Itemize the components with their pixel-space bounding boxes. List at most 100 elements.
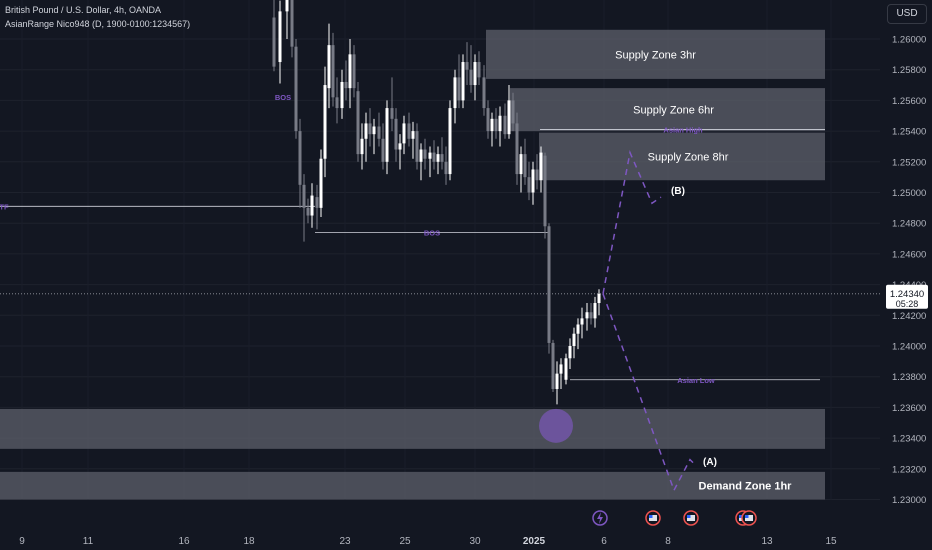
candle-body[interactable]: [585, 312, 589, 319]
candle-body[interactable]: [436, 154, 440, 162]
candle-body[interactable]: [494, 118, 498, 132]
candle-body[interactable]: [323, 85, 327, 159]
candle-body[interactable]: [331, 45, 335, 98]
candle-body[interactable]: [372, 126, 376, 135]
candle-body[interactable]: [543, 155, 547, 227]
zone-4[interactable]: [0, 408, 825, 449]
candle-body[interactable]: [327, 45, 331, 89]
candle-body[interactable]: [310, 195, 314, 216]
candle-body[interactable]: [477, 62, 481, 78]
candle-body[interactable]: [360, 138, 364, 155]
candle-body[interactable]: [294, 46, 298, 132]
candle-body[interactable]: [448, 108, 452, 175]
candle-body[interactable]: [302, 184, 306, 208]
candle-body[interactable]: [364, 123, 368, 139]
candle-body[interactable]: [278, 11, 282, 63]
candle-body[interactable]: [423, 149, 427, 159]
candle-body[interactable]: [428, 152, 432, 159]
candle-body[interactable]: [572, 333, 576, 346]
currency-button[interactable]: USD: [887, 4, 927, 24]
x-tick-label: 9: [19, 536, 25, 547]
candle-body[interactable]: [440, 154, 444, 162]
candle-countdown: 05:28: [896, 299, 919, 309]
candle-body[interactable]: [523, 154, 527, 178]
candle-body[interactable]: [507, 100, 511, 135]
candle-body[interactable]: [465, 62, 469, 70]
point-b-label: (B): [671, 186, 685, 197]
candle-body[interactable]: [340, 81, 344, 109]
y-tick-label: 1.25000: [892, 188, 926, 199]
candle-body[interactable]: [503, 115, 507, 135]
candle-body[interactable]: [290, 0, 294, 47]
candle-body[interactable]: [285, 0, 289, 12]
candle-body[interactable]: [348, 54, 352, 89]
candle-body[interactable]: [515, 123, 519, 175]
candle-body[interactable]: [398, 143, 402, 150]
candle-body[interactable]: [415, 131, 419, 162]
x-tick-label: 18: [243, 536, 255, 547]
candle-body[interactable]: [482, 77, 486, 109]
candle-body[interactable]: [486, 108, 490, 132]
x-tick-label: 2025: [523, 536, 546, 547]
highlight-circle[interactable]: [539, 408, 573, 443]
candle-body[interactable]: [547, 226, 551, 343]
candle-body[interactable]: [539, 152, 543, 181]
candle-body[interactable]: [457, 77, 461, 101]
zone-5[interactable]: [0, 471, 825, 500]
y-tick-label: 1.23200: [892, 464, 926, 475]
candle-body[interactable]: [390, 108, 394, 119]
candle-body[interactable]: [589, 312, 593, 319]
candle-body[interactable]: [498, 115, 502, 132]
candle-body[interactable]: [444, 161, 448, 175]
candle-body[interactable]: [531, 169, 535, 193]
candle-body[interactable]: [394, 118, 398, 150]
candle-body[interactable]: [593, 303, 597, 319]
candle-body[interactable]: [407, 123, 411, 139]
candle-body[interactable]: [432, 152, 436, 162]
candle-body[interactable]: [453, 77, 457, 109]
candle-body[interactable]: [568, 346, 572, 359]
y-tick-label: 1.24600: [892, 249, 926, 260]
candle-body[interactable]: [597, 293, 601, 304]
indicator-legend[interactable]: AsianRange Nico948 (D, 1900-0100:1234567…: [5, 19, 191, 29]
candle-body[interactable]: [315, 197, 319, 208]
candle-body[interactable]: [352, 54, 356, 89]
projection-path[interactable]: [602, 293, 694, 493]
candle-body[interactable]: [555, 373, 559, 389]
candle-body[interactable]: [319, 158, 323, 208]
y-tick-label: 1.25200: [892, 157, 926, 168]
candle-body[interactable]: [580, 318, 584, 325]
candle-body[interactable]: [473, 62, 477, 86]
candle-body[interactable]: [559, 364, 563, 374]
candle-body[interactable]: [368, 123, 372, 135]
candle-body[interactable]: [377, 126, 381, 139]
candle-body[interactable]: [519, 154, 523, 175]
candle-body[interactable]: [461, 62, 465, 101]
candle-body[interactable]: [490, 118, 494, 132]
candle-body[interactable]: [335, 97, 339, 109]
candle-body[interactable]: [344, 81, 348, 89]
zone-3[interactable]: [539, 132, 825, 181]
zone-1[interactable]: [486, 29, 825, 79]
candle-body[interactable]: [272, 17, 276, 67]
candle-body[interactable]: [402, 123, 406, 144]
projection-path[interactable]: [602, 150, 662, 294]
candle-body[interactable]: [419, 149, 423, 162]
candle-body[interactable]: [385, 108, 389, 162]
candle-body[interactable]: [306, 207, 310, 216]
zone-2[interactable]: [510, 88, 825, 132]
candle-body[interactable]: [411, 131, 415, 139]
candle-body[interactable]: [527, 177, 531, 193]
candle-body[interactable]: [381, 138, 385, 162]
candle-body[interactable]: [551, 342, 555, 389]
candle-body[interactable]: [564, 358, 568, 380]
candle-body[interactable]: [511, 100, 515, 124]
candle-body[interactable]: [298, 131, 302, 185]
chart-title: British Pound / U.S. Dollar, 4h, OANDA: [5, 5, 162, 15]
candle-body[interactable]: [535, 169, 539, 181]
candle-body[interactable]: [576, 324, 580, 334]
candle-body[interactable]: [469, 69, 473, 86]
candle-body[interactable]: [356, 91, 360, 155]
lightning-icon[interactable]: [592, 510, 608, 526]
